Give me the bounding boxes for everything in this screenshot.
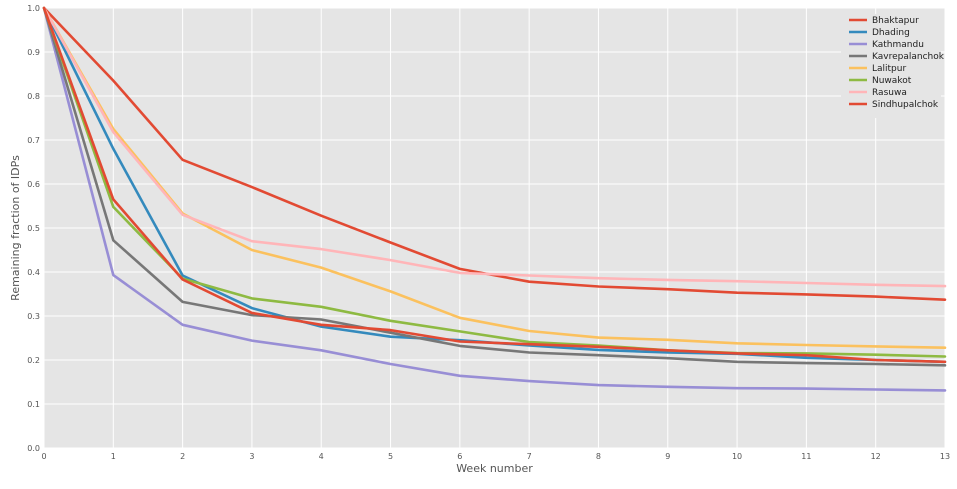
series-line-rasuwa	[42, 6, 947, 288]
x-tick-label: 8	[596, 452, 601, 461]
series-line-kavrepalanchok	[42, 6, 947, 367]
y-tick-label: 0.3	[27, 312, 40, 321]
legend-label: Sindhupalchok	[872, 100, 939, 110]
x-tick-label: 6	[457, 452, 462, 461]
y-tick-label: 1.0	[27, 4, 40, 13]
x-tick-label: 13	[940, 452, 950, 461]
x-tick-label: 7	[527, 452, 532, 461]
series-line-kathmandu	[42, 6, 947, 392]
legend: Bhaktapur Dhading Kathmandu Kavrepalanchok L…	[841, 14, 945, 118]
legend-label: Kathmandu	[872, 40, 924, 50]
x-tick-label: 11	[801, 452, 811, 461]
x-tick-label: 4	[319, 452, 324, 461]
legend-label: Nuwakot	[872, 76, 912, 86]
y-tick-label: 0.2	[27, 356, 40, 365]
y-tick-label: 0.4	[27, 268, 40, 277]
x-tick-label: 0	[41, 452, 46, 461]
y-tick-label: 0.7	[27, 136, 40, 145]
x-tick-label: 5	[388, 452, 393, 461]
x-tick-label: 9	[665, 452, 670, 461]
legend-label: Kavrepalanchok	[872, 52, 945, 62]
y-tick-label: 0.0	[27, 444, 40, 453]
y-tick-label: 0.1	[27, 400, 40, 409]
y-tick-label: 0.5	[27, 224, 40, 233]
y-tick-label: 0.6	[27, 180, 40, 189]
grid-lines	[43, 7, 946, 449]
y-tick-label: 0.8	[27, 92, 40, 101]
legend-label: Lalitpur	[872, 64, 906, 74]
legend-label: Dhading	[872, 28, 910, 38]
y-tick-label: 0.9	[27, 48, 40, 57]
legend-label: Rasuwa	[872, 88, 907, 98]
series-line-nuwakot	[42, 6, 947, 358]
x-tick-label: 3	[249, 452, 254, 461]
tick-labels: 0 1 2 3 4 5 6 7 8 9 10 11 12 130.00.10.20.30.40.50.60…	[27, 4, 950, 461]
legend-label: Bhaktapur	[872, 16, 919, 26]
series-line-sindhupalchok	[42, 6, 947, 364]
x-tick-label: 1	[111, 452, 116, 461]
x-tick-label: 10	[732, 452, 742, 461]
series-layer	[42, 6, 947, 392]
x-axis-label: Week number	[456, 462, 533, 475]
x-tick-label: 12	[871, 452, 881, 461]
y-axis-label: Remaining fraction of IDPs	[9, 155, 22, 301]
x-tick-label: 2	[180, 452, 185, 461]
